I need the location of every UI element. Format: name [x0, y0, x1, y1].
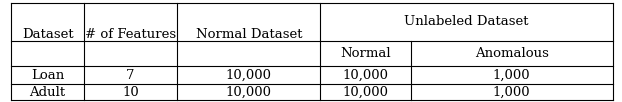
Text: 10,000: 10,000 [226, 69, 272, 82]
Text: Dataset: Dataset [22, 28, 73, 41]
Text: Adult: Adult [29, 86, 66, 99]
Text: 10,000: 10,000 [226, 86, 272, 99]
Text: Anomalous: Anomalous [475, 47, 549, 60]
Text: Normal: Normal [340, 47, 391, 60]
Text: 10,000: 10,000 [343, 69, 388, 82]
Text: 10: 10 [123, 86, 139, 99]
Text: 7: 7 [126, 69, 135, 82]
Text: 1,000: 1,000 [493, 69, 531, 82]
Text: 1,000: 1,000 [493, 86, 531, 99]
Text: Unlabeled Dataset: Unlabeled Dataset [404, 15, 529, 28]
Text: 10,000: 10,000 [343, 86, 388, 99]
Text: Normal Dataset: Normal Dataset [195, 28, 302, 41]
Text: # of Features: # of Features [85, 28, 176, 41]
Text: Loan: Loan [31, 69, 64, 82]
